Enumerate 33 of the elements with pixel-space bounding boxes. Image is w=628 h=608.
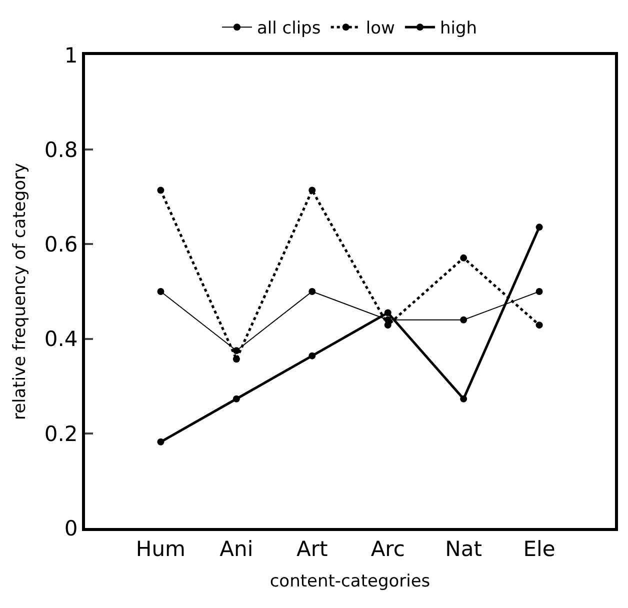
point: [308, 186, 316, 194]
point: [460, 254, 468, 262]
point: [157, 438, 164, 446]
y-tick-label: 0: [64, 516, 78, 540]
point: [384, 309, 392, 316]
legend-label: high: [440, 18, 478, 39]
point: [384, 322, 392, 329]
y-tick-label: 1: [64, 43, 78, 68]
y-tick-label: 0.2: [44, 422, 78, 446]
point: [536, 224, 543, 231]
point: [157, 186, 164, 194]
x-tick-label: Ele: [523, 537, 556, 562]
point: [460, 316, 468, 324]
y-tick-label: 0.4: [44, 327, 78, 352]
x-tick-label: Art: [296, 537, 328, 562]
x-tick-label: Ani: [220, 537, 254, 562]
y-axis-title: relative frequency of category: [10, 162, 30, 420]
point: [536, 288, 543, 295]
point: [232, 356, 240, 363]
legend-label: low: [366, 18, 395, 39]
y-tick-label: 0.8: [44, 138, 78, 162]
x-tick-label: Arc: [370, 537, 405, 562]
point: [308, 352, 316, 360]
x-tick-label: Hum: [136, 537, 186, 562]
point: [460, 395, 468, 402]
x-tick-label: Nat: [445, 537, 482, 562]
point: [308, 288, 316, 295]
legend-label: all clips: [257, 18, 321, 39]
point: [232, 395, 240, 402]
point: [157, 288, 164, 295]
y-tick-label: 0.6: [44, 232, 78, 257]
x-axis-title: content-categories: [270, 572, 430, 592]
point: [536, 322, 543, 329]
